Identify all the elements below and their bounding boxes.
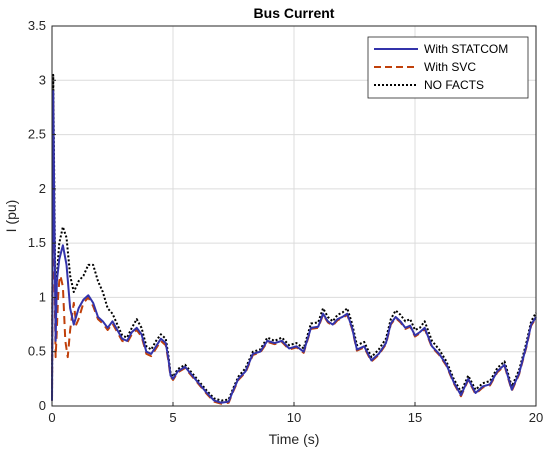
y-tick-label: 1 xyxy=(39,289,46,304)
x-axis-label: Time (s) xyxy=(269,431,320,447)
y-tick: 1.5 xyxy=(28,235,46,250)
x-tick-label: 10 xyxy=(287,410,301,425)
y-axis-label: I (pu) xyxy=(3,200,19,233)
legend: With STATCOM With SVC NO FACTS xyxy=(367,36,529,99)
y-axis: 0 0.5 1 1.5 2 2.5 3 3.5 xyxy=(28,18,56,413)
legend-label-no-facts: NO FACTS xyxy=(424,78,484,92)
y-tick: 3 xyxy=(39,72,46,87)
y-tick-label: 2.5 xyxy=(28,127,46,142)
chart-title: Bus Current xyxy=(254,5,335,21)
y-tick: 2.5 xyxy=(28,127,46,142)
y-tick: 1 xyxy=(39,289,46,304)
x-tick: 10 xyxy=(287,410,301,425)
y-tick: 3.5 xyxy=(28,18,46,33)
legend-label-svc: With SVC xyxy=(424,60,476,74)
y-tick-label: 3.5 xyxy=(28,18,46,33)
y-tick: 0 xyxy=(39,398,46,413)
y-tick-label: 1.5 xyxy=(28,235,46,250)
y-tick-label: 2 xyxy=(39,181,46,196)
series-with-statcom xyxy=(51,90,537,404)
x-tick: 15 xyxy=(408,410,422,425)
x-tick-label: 0 xyxy=(48,410,55,425)
x-tick-label: 15 xyxy=(408,410,422,425)
x-tick: 0 xyxy=(48,410,55,425)
y-tick-label: 0.5 xyxy=(28,344,46,359)
y-tick: 2 xyxy=(39,181,46,196)
y-tick: 0.5 xyxy=(28,344,46,359)
y-tick-label: 3 xyxy=(39,72,46,87)
series-no-facts xyxy=(51,73,537,402)
x-axis: 0 5 10 15 20 xyxy=(48,402,543,425)
series-layer xyxy=(51,73,537,405)
legend-label-statcom: With STATCOM xyxy=(424,42,508,56)
y-tick-label: 0 xyxy=(39,398,46,413)
legend-box xyxy=(367,36,529,99)
x-tick: 20 xyxy=(529,410,543,425)
x-tick: 5 xyxy=(169,410,176,425)
x-tick-label: 5 xyxy=(169,410,176,425)
x-tick-label: 20 xyxy=(529,410,543,425)
